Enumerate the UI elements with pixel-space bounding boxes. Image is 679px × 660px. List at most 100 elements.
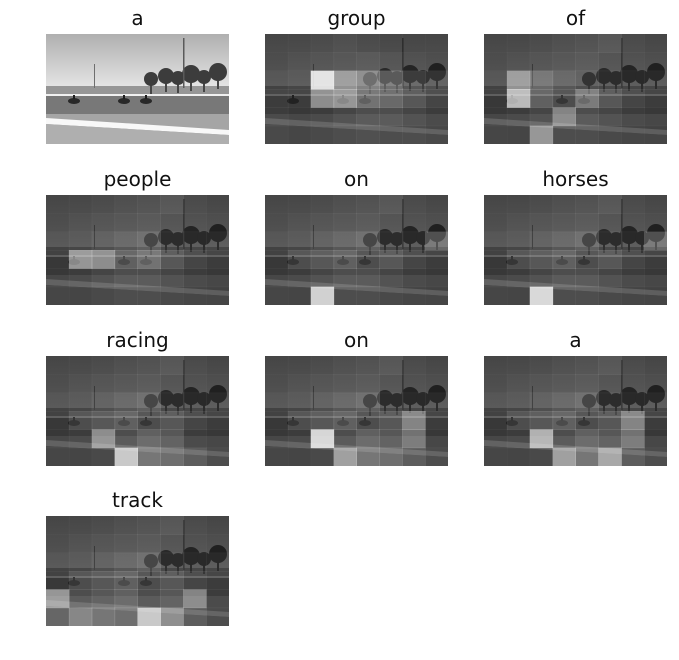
attention-cell [310,356,335,375]
attention-cell [575,268,599,288]
attention-cell [137,607,161,626]
attention-cell [310,286,335,305]
attention-cell [506,374,531,394]
attention-cell [206,374,229,394]
attention-cell [206,231,229,251]
attention-map [265,356,448,466]
attention-map [46,195,229,305]
attention-cell [287,89,312,108]
attention-cell [265,374,289,394]
attention-cell [575,70,599,90]
attention-cell [287,125,312,144]
attention-cell [137,411,161,430]
attention-cell [206,286,229,305]
attention-cell [425,213,448,233]
attention-cell [114,286,138,305]
panel-on: on [265,161,448,305]
attention-cell [644,52,667,72]
attention-cell [484,231,508,251]
attention-cell [598,429,622,449]
attention-cell [425,447,448,466]
attention-cell [91,429,116,449]
attention-cell [379,89,403,108]
attention-cell [114,268,138,288]
attention-map [484,34,667,144]
attention-cell [356,213,380,233]
attention-cell [484,268,508,288]
attention-cell [621,392,645,412]
attention-cell [644,213,667,233]
attention-cell [529,213,554,233]
attention-cell [68,231,93,251]
attention-cell [644,125,667,144]
attention-cell [356,250,380,269]
attention-cell [425,107,448,127]
attention-cell [310,125,335,144]
attention-cell [68,447,93,466]
attention-cell [310,429,335,449]
attention-cell [552,70,576,90]
attention-cell [46,447,70,466]
attention-cell [506,356,531,375]
panel-a-2: a [484,322,667,466]
attention-cell [356,411,380,430]
attention-cell [506,195,531,214]
attention-cell [91,374,116,394]
attention-cell [356,231,380,251]
attention-cell [402,213,426,233]
attention-cell [425,268,448,288]
attention-cell [356,52,380,72]
attention-cell [598,250,622,269]
attention-cell [310,70,335,90]
attention-cell [265,52,289,72]
attention-cell [529,125,554,144]
attention-cell [287,374,312,394]
attention-cell [265,268,289,288]
attention-cell [206,392,229,412]
attention-cell [425,195,448,214]
attention-cell [598,268,622,288]
attention-cell [160,286,184,305]
attention-cell [402,268,426,288]
attention-cell [356,356,380,375]
attention-cell [68,268,93,288]
attention-cell [160,589,184,609]
attention-cell [333,34,357,53]
attention-cell [160,231,184,251]
attention-cell [621,125,645,144]
attention-cell [598,286,622,305]
attention-cell [506,429,531,449]
attention-cell [575,392,599,412]
attention-cell [137,589,161,609]
attention-cell [379,250,403,269]
attention-cell [484,195,508,214]
attention-cell [644,231,667,251]
attention-cell [356,429,380,449]
attention-cell [46,374,70,394]
attention-cell [575,374,599,394]
attention-cell [68,516,93,535]
attention-cell [333,52,357,72]
panel-on-2: on [265,322,448,466]
attention-cell [160,552,184,572]
attention-cell [552,107,576,127]
attention-cell [310,392,335,412]
attention-cell [68,250,93,269]
attention-map [484,195,667,305]
attention-cell [484,374,508,394]
attention-cell [137,286,161,305]
attention-cell [425,286,448,305]
attention-cell [333,70,357,90]
attention-cell [91,589,116,609]
attention-cell [506,107,531,127]
attention-cell [506,411,531,430]
attention-cell [529,231,554,251]
attention-cell [46,286,70,305]
attention-cell [333,429,357,449]
attention-cell [552,89,576,108]
attention-cell [68,286,93,305]
attention-cell [402,34,426,53]
attention-cell [333,231,357,251]
attention-cell [484,52,508,72]
attention-cell [68,552,93,572]
